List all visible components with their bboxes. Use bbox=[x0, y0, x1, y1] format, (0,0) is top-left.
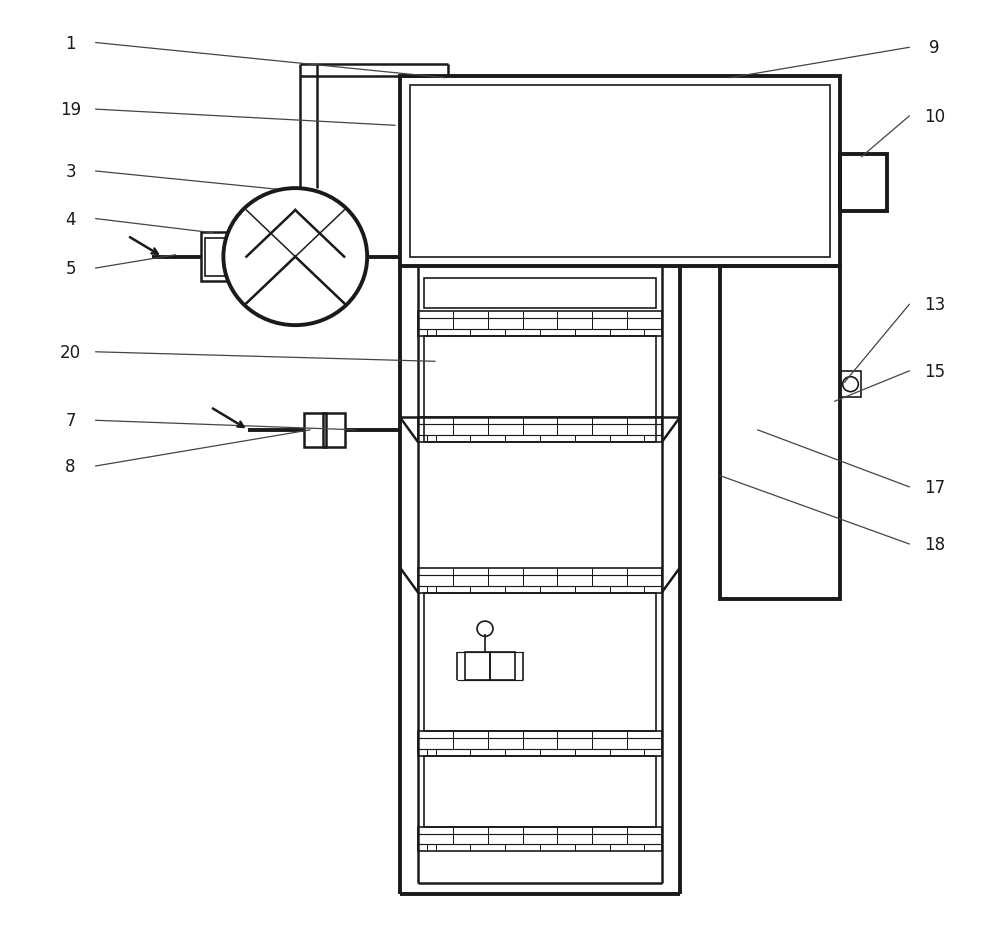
Bar bbox=[418, 568, 662, 593]
Text: 4: 4 bbox=[65, 210, 76, 228]
Bar bbox=[323, 413, 345, 447]
Text: 20: 20 bbox=[60, 344, 81, 362]
Circle shape bbox=[223, 188, 367, 326]
Bar bbox=[410, 87, 830, 257]
Text: 18: 18 bbox=[924, 535, 945, 553]
Text: 9: 9 bbox=[929, 39, 940, 57]
Bar bbox=[201, 232, 229, 282]
Bar bbox=[205, 238, 225, 276]
Bar bbox=[720, 267, 840, 600]
Text: 8: 8 bbox=[65, 458, 76, 475]
Text: 7: 7 bbox=[65, 412, 76, 430]
Bar bbox=[465, 652, 490, 681]
Text: 13: 13 bbox=[924, 296, 945, 314]
Bar bbox=[418, 311, 662, 336]
Text: 19: 19 bbox=[60, 101, 81, 119]
Text: 3: 3 bbox=[65, 163, 76, 181]
Bar bbox=[418, 826, 662, 851]
Bar bbox=[424, 336, 656, 443]
Bar bbox=[424, 593, 656, 732]
Bar bbox=[418, 418, 662, 443]
Bar bbox=[304, 413, 326, 447]
Text: 17: 17 bbox=[924, 479, 945, 496]
Text: 10: 10 bbox=[924, 108, 945, 126]
Bar bbox=[400, 77, 840, 267]
Bar bbox=[418, 732, 662, 757]
Text: 5: 5 bbox=[65, 260, 76, 278]
Text: 15: 15 bbox=[924, 363, 945, 381]
Text: 1: 1 bbox=[65, 34, 76, 52]
Bar bbox=[424, 757, 656, 826]
Bar bbox=[840, 371, 861, 398]
Bar bbox=[490, 652, 515, 681]
Bar bbox=[424, 278, 656, 308]
Bar bbox=[840, 154, 887, 211]
